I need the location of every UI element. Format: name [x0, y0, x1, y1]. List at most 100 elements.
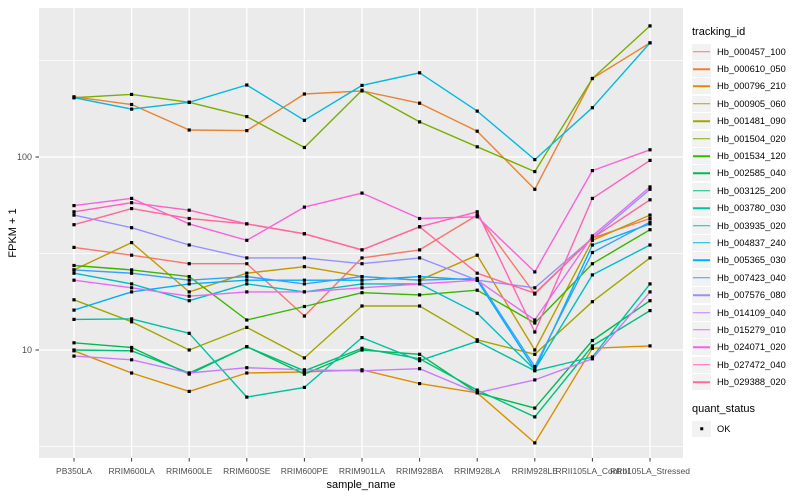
data-point-marker — [72, 223, 76, 227]
data-point-marker — [245, 395, 249, 399]
data-point-marker — [648, 158, 652, 162]
data-point-marker — [187, 348, 191, 352]
data-point-marker — [418, 101, 422, 105]
data-point-marker — [533, 330, 537, 334]
data-point-marker — [130, 207, 134, 211]
legend-key-swatch — [692, 374, 711, 391]
data-point-marker — [533, 158, 537, 162]
legend-key-line-icon — [693, 137, 710, 140]
legend-item-Hb_003935_020: Hb_003935_020 — [692, 217, 798, 234]
legend-key-line-icon — [693, 120, 710, 122]
data-point-marker — [302, 314, 306, 318]
legend-item-Hb_000610_050: Hb_000610_050 — [692, 60, 798, 78]
legend-key-swatch — [692, 339, 711, 356]
axis-ticks — [35, 156, 651, 462]
legend-key-line-icon — [693, 294, 710, 296]
legend-key-line-icon — [693, 155, 710, 157]
data-point-marker — [130, 358, 134, 362]
data-point-marker — [187, 278, 191, 282]
data-point-marker — [418, 120, 422, 124]
quant-ok-key — [692, 420, 711, 437]
data-point-marker — [533, 378, 537, 382]
legend-item-label: Hb_003125_200 — [717, 185, 786, 196]
legend-item-label: Hb_002585_040 — [717, 168, 786, 179]
data-point-marker — [72, 354, 76, 358]
legend-item-Hb_003780_030: Hb_003780_030 — [692, 200, 798, 217]
legend-item-label: Hb_003935_020 — [717, 220, 786, 231]
data-point-marker — [648, 187, 652, 191]
data-point-marker — [302, 290, 306, 294]
data-point-marker — [590, 76, 594, 81]
legend-key-swatch — [692, 43, 711, 60]
x-tick-label-RRIM928BA: RRIM928BA — [395, 466, 444, 476]
data-point-marker — [475, 288, 479, 292]
data-point-marker — [533, 318, 537, 322]
data-point-marker — [245, 256, 249, 260]
data-point-marker — [533, 321, 537, 325]
data-point-marker — [187, 294, 191, 298]
data-point-marker — [130, 286, 134, 290]
data-point-marker — [418, 382, 422, 386]
legend-key-line-icon — [693, 50, 710, 53]
data-point-marker — [130, 107, 134, 111]
legend-item-label: Hb_007423_040 — [717, 272, 786, 283]
data-point-marker — [187, 128, 191, 132]
legend-item-Hb_001504_020: Hb_001504_020 — [692, 130, 798, 147]
data-point-marker — [590, 250, 594, 255]
data-point-marker — [245, 262, 249, 266]
data-point-marker — [648, 228, 652, 232]
data-point-marker — [245, 275, 249, 279]
legend-key-swatch — [692, 304, 711, 321]
legend-item-Hb_004837_240: Hb_004837_240 — [692, 234, 798, 251]
data-point-marker — [418, 293, 422, 297]
data-point-marker — [475, 271, 479, 275]
data-point-marker — [302, 304, 306, 309]
legend-item-quant-ok: OK — [692, 420, 798, 437]
legend-key-line-icon — [693, 381, 710, 383]
quant-ok-label: OK — [717, 423, 731, 434]
legend-item-Hb_024071_020: Hb_024071_020 — [692, 339, 798, 356]
data-point-markers — [72, 24, 652, 445]
data-point-marker — [302, 368, 306, 372]
legend-item-Hb_001481_090: Hb_001481_090 — [692, 113, 798, 130]
data-point-marker — [360, 262, 364, 266]
data-point-marker — [360, 83, 364, 87]
x-tick-label-RRIM600LE: RRIM600LE — [166, 466, 213, 476]
data-point-marker — [533, 406, 537, 410]
data-point-marker — [130, 371, 134, 375]
legend-item-Hb_000905_060: Hb_000905_060 — [692, 95, 798, 112]
data-point-marker — [245, 325, 249, 329]
data-point-marker — [187, 275, 191, 279]
data-point-marker — [130, 317, 134, 321]
data-point-marker — [360, 282, 364, 286]
data-point-marker — [130, 241, 134, 245]
legend-item-label: Hb_005365_030 — [717, 255, 786, 266]
data-point-marker — [245, 282, 249, 286]
data-point-marker — [475, 339, 479, 343]
data-point-marker — [648, 148, 652, 152]
legend-item-label: Hb_000457_100 — [717, 46, 786, 57]
data-point-marker — [533, 352, 537, 356]
legend-item-label: Hb_029388_020 — [717, 377, 786, 388]
legend-key-swatch — [692, 165, 711, 182]
data-point-marker — [360, 275, 364, 279]
data-point-marker — [590, 236, 594, 240]
data-point-marker — [187, 282, 191, 286]
legend-key-swatch — [692, 61, 711, 78]
data-point-marker — [418, 275, 422, 279]
legend-item-label: Hb_024071_020 — [717, 342, 786, 353]
legend-key-swatch — [692, 78, 711, 95]
legend-key-line-icon — [693, 224, 710, 227]
data-point-marker — [475, 311, 479, 315]
data-point-marker — [418, 352, 422, 356]
legend-key-line-icon — [693, 190, 710, 192]
data-point-marker — [245, 115, 249, 119]
data-point-marker — [590, 273, 594, 277]
data-point-marker — [533, 441, 537, 445]
data-point-marker — [533, 415, 537, 419]
data-point-marker — [72, 204, 76, 208]
x-tick-label-RRIM928LE: RRIM928LE — [511, 466, 558, 476]
data-point-marker — [72, 96, 76, 100]
data-point-marker — [475, 391, 479, 395]
x-tick-label-RRIM901LA: RRIM901LA — [338, 466, 386, 476]
